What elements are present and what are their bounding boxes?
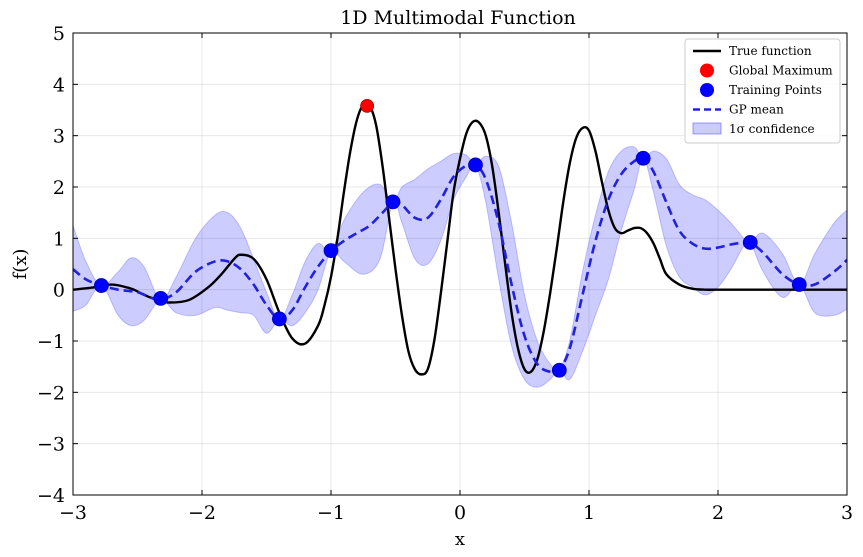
- training-point: [791, 277, 807, 292]
- x-tick-label: −2: [188, 502, 216, 524]
- training-point: [635, 150, 651, 166]
- y-tick-label: 4: [53, 74, 65, 96]
- legend: True function Global Maximum Training Poin…: [684, 38, 841, 144]
- legend-label: Global Maximum: [729, 64, 833, 78]
- legend-label: 1σ confidence: [729, 122, 815, 136]
- training-point: [153, 290, 169, 306]
- training-point: [93, 278, 109, 293]
- y-tick-label: −3: [37, 434, 65, 456]
- global-maximum-point: [360, 98, 375, 113]
- y-tick-label: 5: [53, 23, 65, 45]
- training-point: [323, 243, 339, 259]
- x-tick-label: −1: [317, 502, 345, 524]
- chart-title: 1D Multimodal Function: [340, 7, 576, 29]
- confidence-band: [73, 146, 847, 388]
- x-axis-label: x: [455, 529, 465, 550]
- legend-label: Training Points: [729, 83, 822, 97]
- y-tick-label: −4: [37, 485, 65, 507]
- legend-handle-global-maximum: [700, 63, 714, 78]
- x-tick-label: −3: [59, 502, 87, 524]
- legend-handle-confidence: [692, 122, 722, 135]
- training-point: [551, 362, 567, 378]
- training-point: [271, 311, 287, 327]
- y-tick-label: 0: [53, 280, 65, 302]
- training-point: [468, 157, 483, 173]
- training-point: [742, 235, 758, 250]
- x-tick-label: 0: [454, 502, 466, 524]
- legend-box: [684, 38, 841, 144]
- y-tick-label: 3: [53, 126, 65, 148]
- x-tick-label: 1: [583, 502, 595, 524]
- x-tick-label: 2: [712, 502, 724, 524]
- x-tick-label: 3: [841, 502, 853, 524]
- y-tick-label: −2: [37, 382, 65, 404]
- y-tick-label: 1: [53, 228, 65, 250]
- y-axis-label: f(x): [10, 249, 31, 280]
- legend-label: True function: [729, 44, 812, 58]
- y-tick-label: −1: [37, 331, 65, 353]
- legend-label: GP mean: [729, 103, 784, 117]
- legend-handle-training-points: [700, 83, 714, 97]
- y-tick-label: 2: [53, 177, 65, 199]
- training-point: [385, 194, 401, 210]
- plot-area: [73, 98, 847, 388]
